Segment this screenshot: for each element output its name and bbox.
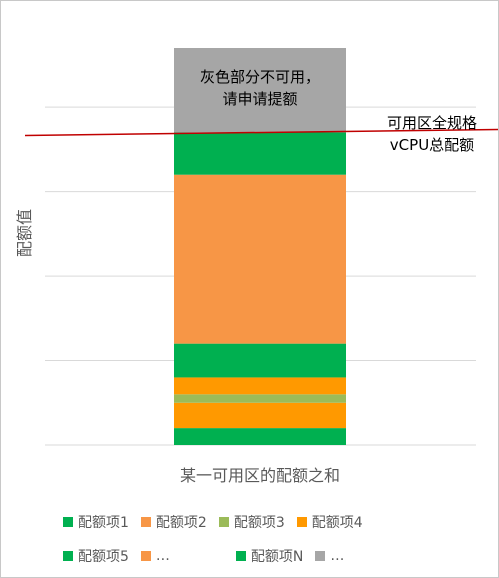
legend-label: 配额项4 (311, 515, 363, 531)
legend-swatch (218, 517, 229, 527)
bar-segments (174, 48, 346, 445)
legend-label: … (155, 548, 170, 564)
legend-label: 配额项1 (78, 515, 129, 531)
legend-item: 配额项1 (63, 512, 129, 532)
y-axis-label: 配额值 (15, 209, 34, 257)
bar-segment-6 (174, 174, 346, 344)
legend-swatch (140, 517, 151, 527)
bar-segment-7 (174, 132, 346, 175)
bar-segment-3 (174, 394, 346, 403)
legend-swatch (296, 517, 307, 527)
x-category-label: 某一可用区的配额之和 (180, 466, 340, 485)
reference-label-line1: 可用区全规格 (387, 114, 477, 132)
quota-reference-line (24, 128, 498, 137)
legend-label: 配额项3 (233, 515, 285, 531)
reference-label-line2: vCPU总配额 (390, 136, 474, 154)
bar-segment-4 (174, 377, 346, 395)
legend-item: 配额项N (235, 546, 304, 566)
legend-swatch (63, 517, 73, 527)
legend-row-2: 配额项5 … 配额项N … (63, 546, 344, 566)
gray-area-note-line2: 请申请提额 (222, 90, 297, 108)
legend-swatch (63, 551, 73, 561)
bar-segment-5 (174, 343, 346, 378)
legend-swatch (140, 551, 151, 561)
bar-segment-1 (174, 428, 346, 445)
legend-label: … (330, 548, 345, 564)
legend-item: 配额项5 (63, 546, 129, 566)
legend-label: 配额项5 (78, 549, 129, 565)
legend-swatch (235, 551, 246, 561)
legend-item: … (315, 548, 344, 564)
bar-segment-2 (174, 402, 346, 429)
legend-label: 配额项2 (155, 515, 207, 531)
legend-label: 配额项N (250, 549, 304, 565)
bar-segment-8 (174, 48, 346, 133)
legend-row-1: 配额项1 配额项2 配额项3 配额项4 (63, 512, 363, 532)
legend-item: 配额项3 (218, 512, 285, 532)
legend-item: 配额项2 (140, 512, 207, 532)
legend-swatch (315, 551, 326, 561)
gray-area-note-line1: 灰色部分不可用， (200, 68, 320, 86)
legend-item: … (140, 548, 170, 564)
legend-item: 配额项4 (296, 512, 363, 532)
